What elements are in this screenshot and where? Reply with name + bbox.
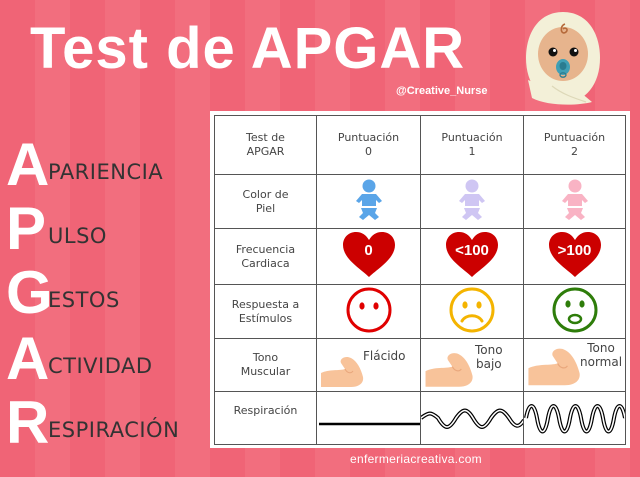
heart-rate-value: >100 xyxy=(557,241,592,259)
row-label-line1: Respiración xyxy=(233,404,298,417)
table-row-reflex: Respuesta a Estímulos xyxy=(214,284,626,339)
slow-wave-icon xyxy=(421,408,523,429)
muscle-tone-label: Tono bajo xyxy=(475,343,503,371)
row-label-line2: Estímulos xyxy=(238,311,293,325)
column-label: Puntuación xyxy=(441,131,503,144)
row-label: Frecuencia Cardiaca xyxy=(214,228,317,285)
acrostic-letter: P xyxy=(6,195,47,262)
muscle-tone-label: Flácido xyxy=(363,349,405,363)
cell-reflex-1 xyxy=(420,284,524,339)
corner-line1: Test de xyxy=(246,131,285,144)
heart-rate-value: <100 xyxy=(455,241,489,259)
table-corner-header: Test de APGAR xyxy=(214,115,317,175)
cell-reflex-0 xyxy=(316,284,421,339)
heart-icon: 0 xyxy=(341,231,397,279)
row-label-line1: Respuesta a xyxy=(231,297,300,311)
apgar-table: Test de APGAR Puntuación 0 Puntuación 1 … xyxy=(214,115,626,445)
acrostic-letter: R xyxy=(6,389,50,456)
heart-rate-value: 0 xyxy=(364,241,373,259)
face-sad-icon xyxy=(449,287,495,332)
acrostic-word: PARIENCIA xyxy=(48,160,164,184)
swaddled-baby-icon xyxy=(522,10,604,106)
page-title: Test de APGAR xyxy=(30,16,466,81)
cell-heart-2: >100 xyxy=(523,228,626,285)
muscle-tone-line2: bajo xyxy=(475,357,502,371)
cell-muscle-0: Flácido xyxy=(316,338,421,392)
cell-resp-1 xyxy=(420,391,524,445)
column-score: 1 xyxy=(468,145,476,158)
column-header-score-1: Puntuación 1 xyxy=(420,115,524,175)
cell-skin-0 xyxy=(316,174,421,229)
table-header-row: Test de APGAR Puntuación 0 Puntuación 1 … xyxy=(214,115,626,175)
table-row-heart-rate: Frecuencia Cardiaca 0 <100 >100 xyxy=(214,228,626,285)
row-label: Respiración xyxy=(214,391,317,445)
row-label-line2: Muscular xyxy=(240,365,291,378)
cell-muscle-1: Tono bajo xyxy=(420,338,524,392)
row-label: Tono Muscular xyxy=(214,338,317,392)
row-label-line1: Tono xyxy=(252,351,279,364)
footer-website: enfermeriacreativa.com xyxy=(350,452,482,466)
table-row-skin-color: Color de Piel xyxy=(214,174,626,229)
acrostic-word: ESPIRACIÓN xyxy=(48,418,180,442)
flexed-arm-icon xyxy=(528,348,580,386)
row-label-line2: Piel xyxy=(255,201,276,215)
row-label: Respuesta a Estímulos xyxy=(214,284,317,339)
acrostic-word: ULSO xyxy=(48,224,107,248)
corner-line2: APGAR xyxy=(246,145,285,158)
cell-heart-1: <100 xyxy=(420,228,524,285)
table-row-muscle-tone: Tono Muscular Flácido Tono xyxy=(214,338,626,392)
muscle-tone-line1: Tono xyxy=(475,343,503,357)
flexed-arm-icon xyxy=(425,353,473,387)
baby-lilac-icon xyxy=(459,179,485,220)
flat-line-icon xyxy=(319,422,420,426)
column-score: 0 xyxy=(365,145,372,158)
acrostic-word: ESTOS xyxy=(48,288,120,312)
author-handle: @Creative_Nurse xyxy=(396,85,488,97)
baby-blue-icon xyxy=(355,179,382,220)
cell-reflex-2 xyxy=(523,284,626,339)
acrostic-letter: A xyxy=(6,325,50,392)
acrostic-letter: A xyxy=(6,131,50,198)
muscle-tone-line1: Flácido xyxy=(363,349,406,363)
face-surprised-icon xyxy=(552,287,597,332)
face-neutral-icon xyxy=(346,287,391,332)
muscle-tone-label: Tono normal xyxy=(580,341,622,369)
row-label-line2: Cardiaca xyxy=(241,256,290,270)
muscle-tone-line1: Tono xyxy=(587,341,615,355)
column-header-score-2: Puntuación 2 xyxy=(523,115,626,175)
muscle-tone-line2: normal xyxy=(580,355,623,369)
heart-icon: >100 xyxy=(547,231,603,279)
row-label-line1: Frecuencia xyxy=(235,242,296,256)
column-label: Puntuación xyxy=(337,131,400,144)
column-label: Puntuación xyxy=(543,131,606,144)
cell-resp-2 xyxy=(523,391,626,445)
table-row-respiration: Respiración xyxy=(214,391,626,445)
cell-skin-1 xyxy=(420,174,524,229)
baby-pink-icon xyxy=(561,179,588,220)
acrostic-word: CTIVIDAD xyxy=(48,354,153,378)
cell-muscle-2: Tono normal xyxy=(523,338,626,392)
row-label-line1: Color de xyxy=(242,187,289,201)
acrostic-letter: G xyxy=(6,259,53,326)
flexed-arm-icon xyxy=(321,356,364,387)
column-score: 2 xyxy=(571,145,578,158)
fast-wave-icon xyxy=(524,404,625,434)
cell-heart-0: 0 xyxy=(316,228,421,285)
cell-skin-2 xyxy=(523,174,626,229)
apgar-table-panel: Test de APGAR Puntuación 0 Puntuación 1 … xyxy=(210,111,630,448)
heart-icon: <100 xyxy=(444,231,500,279)
cell-resp-0 xyxy=(316,391,421,445)
row-label: Color de Piel xyxy=(214,174,317,229)
column-header-score-0: Puntuación 0 xyxy=(316,115,421,175)
